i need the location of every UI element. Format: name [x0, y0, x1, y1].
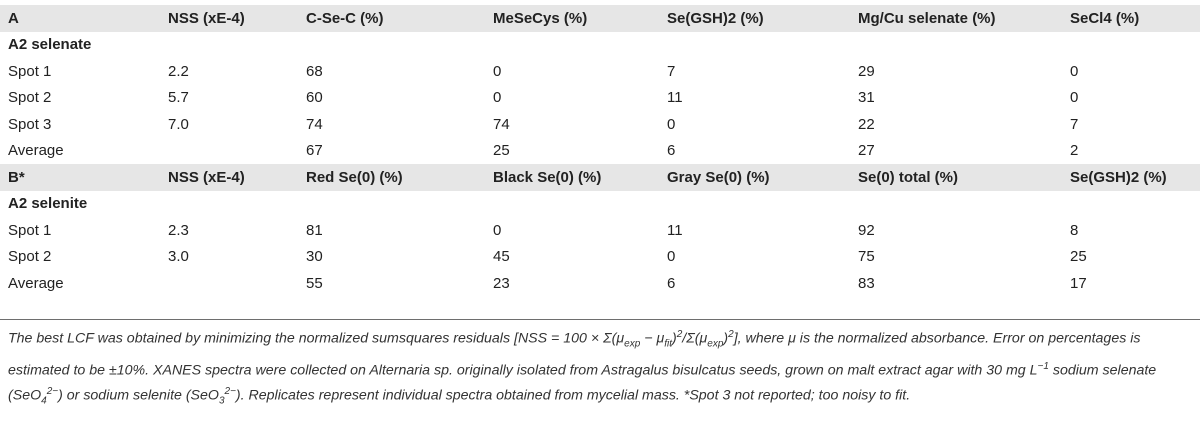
table-cell: 0 — [493, 221, 502, 239]
column-header: NSS (xE-4) — [168, 5, 306, 32]
table-cell: 0 — [1070, 62, 1079, 80]
table-cell: 81 — [306, 221, 323, 239]
table-cell: 23 — [493, 274, 510, 292]
column-header: Red Se(0) (%) — [306, 164, 493, 191]
table-footnote: The best LCF was obtained by minimizing … — [8, 329, 1157, 407]
table-cell: 45 — [493, 248, 510, 266]
row-label: Spot 2 — [8, 89, 52, 107]
table-cell: 75 — [858, 248, 875, 266]
row-label: Spot 2 — [8, 248, 52, 266]
column-header: A — [0, 5, 168, 32]
column-header: Mg/Cu selenate (%) — [858, 5, 1070, 32]
table-cell: 2 — [1070, 142, 1079, 160]
table-cell: 0 — [667, 115, 676, 133]
row-label: Average — [8, 274, 64, 292]
table-row: Spot 1 2.2 68 0 7 29 0 — [0, 58, 1200, 85]
table-cell: 60 — [306, 89, 323, 107]
table-cell: 2.3 — [168, 221, 189, 239]
table-cell: 74 — [493, 115, 510, 133]
row-label: Spot 3 — [8, 115, 52, 133]
column-header: C-Se-C (%) — [306, 5, 493, 32]
table-cell: 67 — [306, 142, 323, 160]
column-header: Se(GSH)2 (%) — [1070, 164, 1200, 191]
table-cell: 3.0 — [168, 248, 189, 266]
table-cell — [168, 270, 306, 297]
row-label: Spot 1 — [8, 221, 52, 239]
table-cell: 25 — [493, 142, 510, 160]
table-cell: 7 — [1070, 115, 1079, 133]
column-header: SeCl4 (%) — [1070, 5, 1200, 32]
column-header: Gray Se(0) (%) — [667, 164, 858, 191]
table-cell: 92 — [858, 221, 875, 239]
column-header: Black Se(0) (%) — [493, 164, 667, 191]
lcf-results-table: A NSS (xE-4) C-Se-C (%) MeSeCys (%) Se(G… — [0, 5, 1200, 297]
row-label: Spot 1 — [8, 62, 52, 80]
table-cell: 11 — [667, 89, 683, 107]
table-cell: 0 — [493, 89, 502, 107]
table-cell: 0 — [1070, 89, 1079, 107]
row-label: Average — [8, 142, 64, 160]
table-cell: 5.7 — [168, 89, 189, 107]
table-cell: 7.0 — [168, 115, 189, 133]
table-cell: 0 — [493, 62, 502, 80]
table-cell: 7 — [667, 62, 676, 80]
table-cell: 22 — [858, 115, 875, 133]
table-row: Spot 1 2.3 81 0 11 92 8 — [0, 217, 1200, 244]
table-row: Average 67 25 6 27 2 — [0, 138, 1200, 165]
table-row: Spot 2 5.7 60 0 11 31 0 — [0, 85, 1200, 112]
table-cell: 0 — [667, 248, 676, 266]
table-cell: 74 — [306, 115, 323, 133]
group-label: A2 selenite — [8, 195, 88, 213]
column-header: NSS (xE-4) — [168, 164, 306, 191]
column-header: Se(GSH)2 (%) — [667, 5, 858, 32]
table-cell: 29 — [858, 62, 875, 80]
table-cell: 17 — [1070, 274, 1087, 292]
table-cell: 30 — [306, 248, 323, 266]
section-a-header-row: A NSS (xE-4) C-Se-C (%) MeSeCys (%) Se(G… — [0, 5, 1200, 32]
table-cell: 11 — [667, 221, 683, 239]
table-row: Average 55 23 6 83 17 — [0, 270, 1200, 297]
table-cell: 6 — [667, 142, 676, 160]
table-cell: 31 — [858, 89, 875, 107]
table-cell: 25 — [1070, 248, 1087, 266]
column-header: MeSeCys (%) — [493, 5, 667, 32]
table-cell: 83 — [858, 274, 875, 292]
table-cell: 8 — [1070, 221, 1079, 239]
column-header: B* — [0, 164, 168, 191]
table-cell: 6 — [667, 274, 676, 292]
group-row-a2-selenate: A2 selenate — [0, 32, 1200, 59]
table-row: Spot 2 3.0 30 45 0 75 25 — [0, 244, 1200, 271]
table-cell: 2.2 — [168, 62, 189, 80]
table-cell: 68 — [306, 62, 323, 80]
column-header: Se(0) total (%) — [858, 164, 1070, 191]
table-cell — [168, 138, 306, 165]
table-row: Spot 3 7.0 74 74 0 22 7 — [0, 111, 1200, 138]
section-b-header-row: B* NSS (xE-4) Red Se(0) (%) Black Se(0) … — [0, 164, 1200, 191]
table-cell: 55 — [306, 274, 323, 292]
table-cell: 27 — [858, 142, 875, 160]
table-bottom-rule — [0, 319, 1200, 320]
group-row-a2-selenite: A2 selenite — [0, 191, 1200, 218]
group-label: A2 selenate — [8, 36, 92, 54]
